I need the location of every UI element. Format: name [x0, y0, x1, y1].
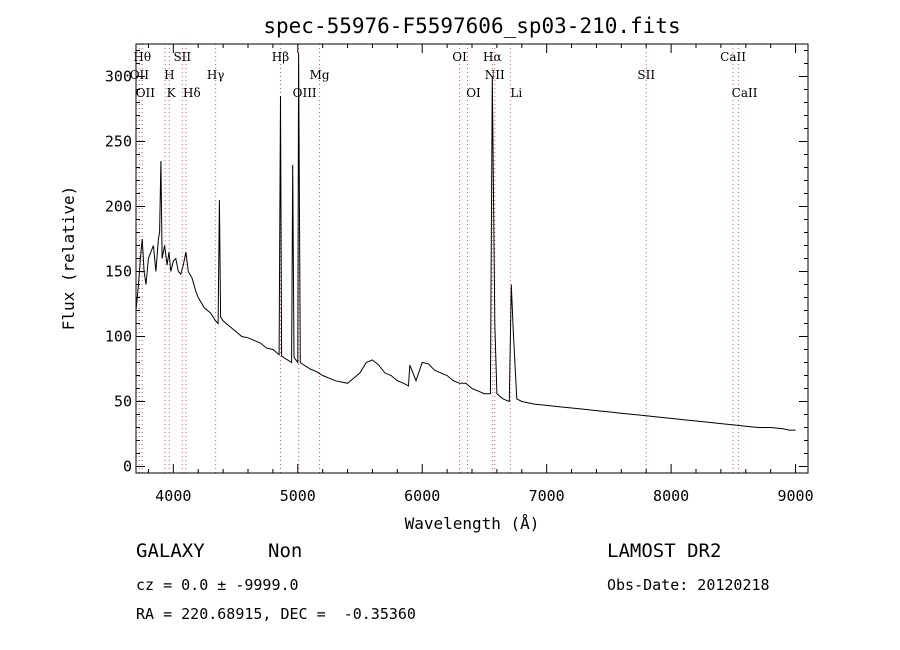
emission-line-label: SII [173, 50, 191, 64]
absorption-line-label: OII [136, 86, 156, 100]
coordinates: RA = 220.68915, DEC = -0.35360 [136, 605, 416, 623]
emission-line-label: OI [452, 50, 467, 64]
x-tick-label: 6000 [404, 487, 440, 505]
survey-name: LAMOST DR2 [607, 540, 722, 562]
y-tick-label: 50 [114, 393, 132, 411]
absorption-line-label: CaII [732, 86, 758, 100]
x-axis-label: Wavelength (Å) [405, 514, 540, 533]
y-tick-label: 0 [123, 458, 132, 476]
absorption-line-label: OI [466, 86, 481, 100]
marker-lines [138, 44, 740, 473]
y-tick-label: 100 [105, 328, 132, 346]
y-tick-label: 200 [105, 198, 132, 216]
x-tick-label: 4000 [155, 487, 191, 505]
redshift-text: cz = 0.0 ± -9999.0 [136, 576, 299, 594]
y-tick-label: 150 [105, 263, 132, 281]
spectrum-line [135, 53, 796, 431]
x-tick-label: 8000 [653, 487, 689, 505]
y-tick-label: 250 [105, 133, 132, 151]
chart-title: spec-55976-F5597606_sp03-210.fits [263, 14, 680, 38]
y-axis: 0 50 100 150 200 250 300 [105, 50, 808, 476]
obs-date: Obs-Date: 20120218 [607, 576, 770, 594]
plot-frame [135, 43, 809, 474]
y-axis-label: Flux (relative) [59, 186, 78, 331]
x-tick-label: 9000 [777, 487, 813, 505]
emission-line-label: Mg [310, 68, 330, 82]
emission-line-label: Hα [483, 50, 502, 64]
y-tick-label: 300 [105, 68, 132, 86]
line-labels: OII Hθ H SII Hγ Hβ Mg OI Hα NII SII CaII OII K Hδ OIII O… [130, 50, 758, 100]
emission-line-label: Hβ [272, 50, 289, 64]
emission-line-label: SII [637, 68, 655, 82]
emission-line-label: Hγ [207, 68, 225, 82]
emission-line-label: OII [130, 68, 150, 82]
emission-line-label: H [164, 68, 174, 82]
absorption-line-label: Hδ [183, 86, 201, 100]
absorption-line-label: Li [510, 86, 522, 100]
absorption-line-label: OIII [293, 86, 317, 100]
emission-line-label: NII [485, 68, 505, 82]
emission-line-label: Hθ [133, 50, 151, 64]
x-axis: 4000 5000 6000 7000 8000 9000 [147, 44, 814, 505]
object-class: GALAXY [136, 540, 205, 562]
x-tick-label: 5000 [280, 487, 316, 505]
object-subclass: Non [268, 540, 303, 562]
x-tick-label: 7000 [529, 487, 565, 505]
absorption-line-label: K [167, 86, 177, 100]
emission-line-label: CaII [720, 50, 746, 64]
